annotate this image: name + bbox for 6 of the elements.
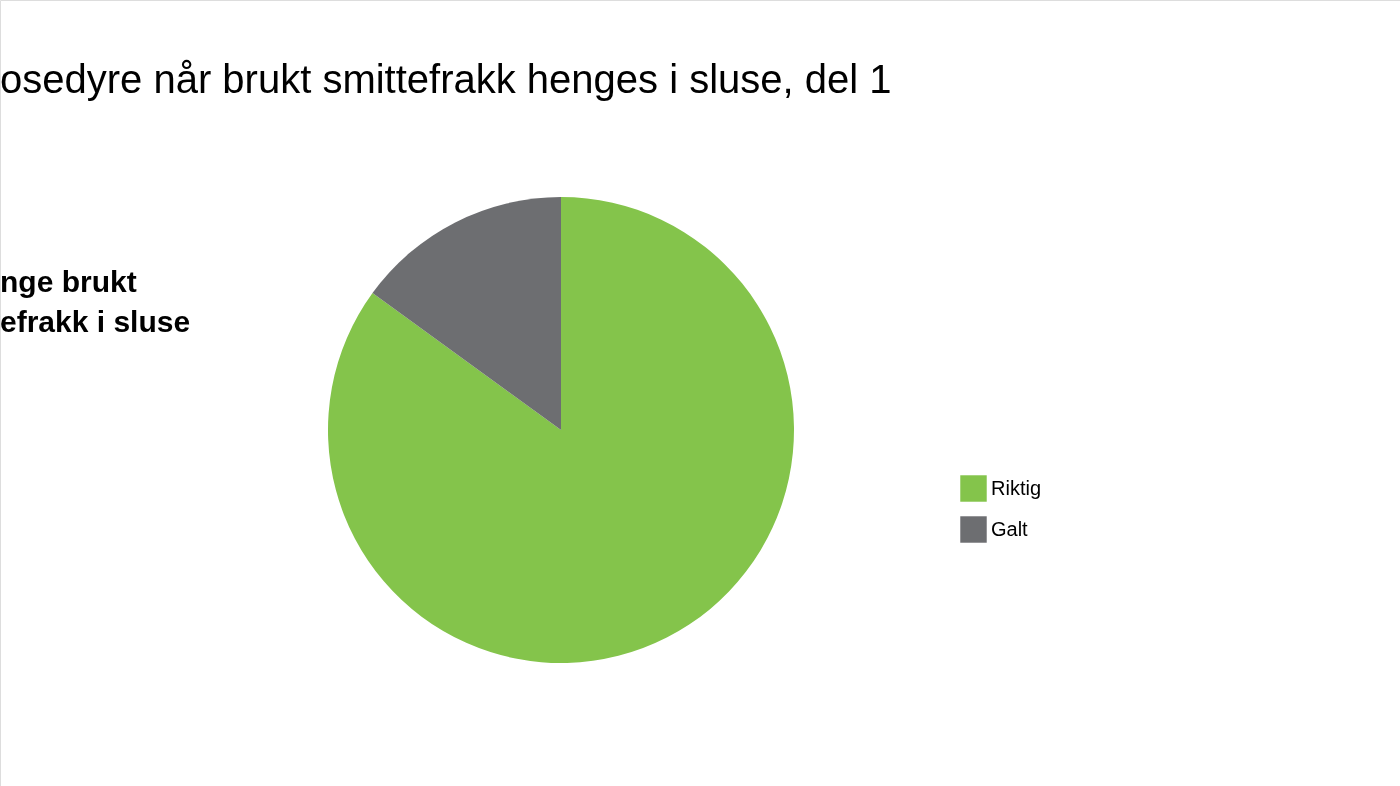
text: nge brukt efrakk i sluse xyxy=(0,265,191,338)
pie-slice xyxy=(328,197,794,663)
chart-title: osedyre når brukt smittefrakk henges i sluse, del 1 xyxy=(0,57,892,101)
legend-label: Riktig xyxy=(991,476,1042,499)
pie-slice xyxy=(372,197,561,430)
legend-label: Galt xyxy=(991,517,1029,540)
